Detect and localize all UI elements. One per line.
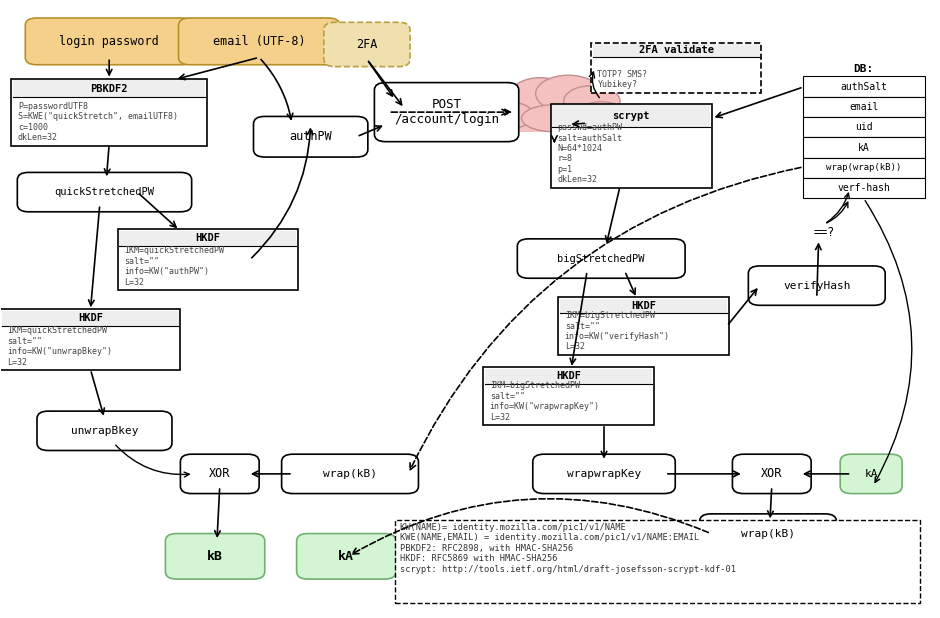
- Text: kA: kA: [865, 469, 878, 479]
- FancyBboxPatch shape: [517, 239, 685, 278]
- Text: bigStretchedPW: bigStretchedPW: [557, 253, 645, 263]
- Text: ==?: ==?: [814, 226, 835, 239]
- Text: HKDF: HKDF: [78, 313, 102, 323]
- Bar: [119, 231, 296, 247]
- FancyBboxPatch shape: [699, 514, 837, 553]
- Bar: [803, 158, 925, 178]
- Text: kA: kA: [338, 550, 354, 563]
- Text: wrap(wrap(kB)): wrap(wrap(kB)): [826, 163, 901, 172]
- Ellipse shape: [578, 102, 625, 129]
- Text: HKDF: HKDF: [556, 371, 581, 381]
- Ellipse shape: [510, 78, 571, 112]
- FancyBboxPatch shape: [282, 454, 418, 494]
- FancyBboxPatch shape: [118, 229, 298, 290]
- Text: kB: kB: [207, 550, 223, 563]
- FancyBboxPatch shape: [533, 454, 675, 494]
- FancyBboxPatch shape: [0, 309, 180, 370]
- Bar: [803, 77, 925, 97]
- Text: IKM=quickStretchedPW
salt=""
info=KW("unwrapBkey")
L=32: IKM=quickStretchedPW salt="" info=KW("un…: [7, 326, 112, 366]
- Bar: [553, 105, 710, 127]
- Text: IKM=bigStretchedPW
salt=""
info=KW("verifyHash")
L=32: IKM=bigStretchedPW salt="" info=KW("veri…: [565, 311, 669, 352]
- Bar: [560, 298, 727, 313]
- Text: kA: kA: [858, 143, 870, 153]
- FancyBboxPatch shape: [254, 116, 368, 157]
- Text: wrap(kB): wrap(kB): [323, 469, 377, 479]
- Bar: [803, 137, 925, 158]
- FancyBboxPatch shape: [551, 104, 712, 188]
- Text: DB:: DB:: [854, 64, 874, 74]
- Bar: [13, 80, 205, 97]
- FancyBboxPatch shape: [501, 104, 608, 132]
- FancyBboxPatch shape: [297, 533, 396, 579]
- Text: 2FA: 2FA: [356, 38, 378, 51]
- Text: scrypt: scrypt: [613, 111, 650, 121]
- Bar: [803, 178, 925, 198]
- Bar: [803, 117, 925, 137]
- FancyBboxPatch shape: [483, 368, 653, 425]
- Text: verifyHash: verifyHash: [783, 281, 851, 290]
- FancyBboxPatch shape: [558, 297, 728, 355]
- Ellipse shape: [481, 102, 534, 129]
- FancyBboxPatch shape: [11, 78, 207, 146]
- FancyBboxPatch shape: [180, 454, 259, 494]
- Text: TOTP? SMS?
Yubikey?: TOTP? SMS? Yubikey?: [598, 70, 648, 90]
- Text: login password: login password: [59, 35, 159, 48]
- Text: wrapwrapKey: wrapwrapKey: [567, 469, 641, 479]
- Ellipse shape: [479, 87, 551, 125]
- Text: quickStretchedPW: quickStretchedPW: [55, 187, 154, 197]
- Text: email: email: [849, 102, 878, 112]
- Bar: [593, 44, 760, 57]
- Text: email (UTF-8): email (UTF-8): [212, 35, 306, 48]
- Text: uid: uid: [854, 122, 872, 132]
- Text: unwrapBkey: unwrapBkey: [70, 426, 138, 436]
- Ellipse shape: [536, 75, 602, 112]
- Text: authSalt: authSalt: [840, 82, 887, 91]
- Text: passwd=authPW
salt=authSalt
N=64*1024
r=8
p=1
dkLen=32: passwd=authPW salt=authSalt N=64*1024 r=…: [557, 123, 622, 184]
- FancyBboxPatch shape: [323, 22, 410, 67]
- Bar: [485, 369, 651, 384]
- FancyBboxPatch shape: [17, 172, 192, 212]
- FancyBboxPatch shape: [732, 454, 811, 494]
- Bar: [2, 310, 179, 326]
- Text: HKDF: HKDF: [631, 301, 656, 311]
- FancyBboxPatch shape: [748, 266, 885, 305]
- Bar: [395, 520, 920, 603]
- Bar: [803, 97, 925, 117]
- Text: XOR: XOR: [209, 467, 230, 480]
- FancyBboxPatch shape: [840, 454, 902, 494]
- Text: PBKDF2: PBKDF2: [90, 83, 128, 93]
- FancyBboxPatch shape: [591, 43, 761, 93]
- Text: IKM=bigStretchedPW
salt=""
info=KW("wrapwrapKey")
L=32: IKM=bigStretchedPW salt="" info=KW("wrap…: [490, 381, 600, 421]
- Text: P=passwordUTF8
S=KWE("quickStretch", emailUTF8)
c=1000
dkLen=32: P=passwordUTF8 S=KWE("quickStretch", ema…: [18, 102, 178, 142]
- Text: HKDF: HKDF: [196, 234, 220, 243]
- Text: 2FA validate: 2FA validate: [638, 45, 713, 56]
- Text: authPW: authPW: [290, 130, 332, 143]
- FancyBboxPatch shape: [179, 18, 339, 65]
- Text: POST
/account/login: POST /account/login: [394, 98, 499, 126]
- Ellipse shape: [522, 104, 588, 132]
- Text: KW(NAME)= identity.mozilla.com/pic1/v1/NAME
KWE(NAME,EMAIL) = identity.mozilla.c: KW(NAME)= identity.mozilla.com/pic1/v1/N…: [400, 523, 736, 574]
- Text: verf-hash: verf-hash: [838, 183, 890, 193]
- Text: XOR: XOR: [761, 467, 782, 480]
- Text: wrap(kB): wrap(kB): [741, 528, 795, 538]
- FancyBboxPatch shape: [374, 83, 519, 142]
- Text: IKM=quickStretchedPW
salt=""
info=KW("authPW")
L=32: IKM=quickStretchedPW salt="" info=KW("au…: [124, 247, 224, 287]
- FancyBboxPatch shape: [165, 533, 265, 579]
- FancyBboxPatch shape: [25, 18, 193, 65]
- Ellipse shape: [564, 86, 620, 116]
- FancyBboxPatch shape: [37, 411, 172, 451]
